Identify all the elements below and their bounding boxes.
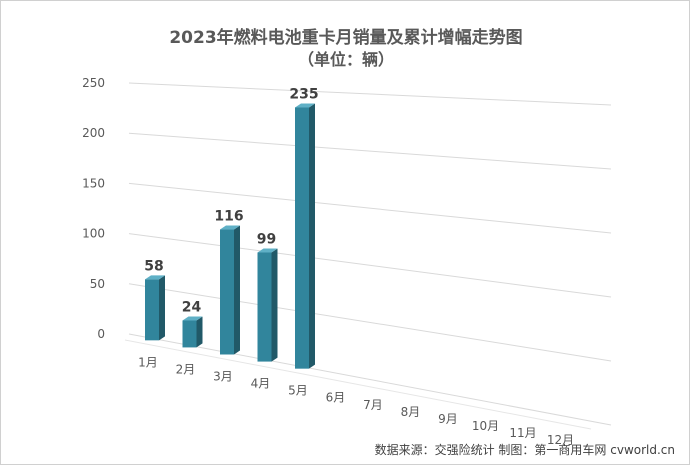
bar-5 <box>295 103 315 369</box>
gridline <box>128 283 612 362</box>
chart-title: 2023年燃料电池重卡月销量及累计增幅走势图 <box>169 28 523 48</box>
x-tick-label: 9月 <box>438 412 458 426</box>
x-tick-label: 12月 <box>547 433 574 447</box>
x-tick-label: 4月 <box>251 377 271 391</box>
bar-2 <box>182 316 203 348</box>
x-tick-label: 3月 <box>213 370 233 384</box>
y-tick-label: 150 <box>82 176 105 190</box>
gridline <box>128 82 612 106</box>
chart-subtitle: （单位：辆） <box>297 50 394 69</box>
gridline <box>128 132 612 170</box>
x-tick-label: 6月 <box>326 391 346 405</box>
y-tick-label: 200 <box>82 126 105 140</box>
gridline <box>128 233 612 298</box>
y-tick-label: 100 <box>82 227 105 241</box>
y-tick-label: 0 <box>97 327 105 341</box>
x-tick-label: 11月 <box>509 426 536 440</box>
data-label: 24 <box>182 299 202 315</box>
x-tick-label: 10月 <box>472 419 499 433</box>
bar-4 <box>257 248 278 362</box>
bar-1 <box>145 275 165 341</box>
x-tick-label: 5月 <box>288 384 308 398</box>
x-tick-label: 1月 <box>138 355 158 369</box>
data-label: 58 <box>144 258 163 274</box>
bar-3 <box>220 225 240 355</box>
x-tick-label: 2月 <box>176 362 196 376</box>
y-tick-label: 50 <box>90 277 105 291</box>
gridline <box>128 182 612 234</box>
y-tick-label: 250 <box>82 76 105 90</box>
x-tick-label: 8月 <box>401 405 421 419</box>
x-axis-line <box>124 339 592 430</box>
gridline <box>128 333 612 426</box>
data-label: 116 <box>214 209 243 225</box>
source-footer: 数据来源：交强险统计 制图：第一商用车网 cvworld.cn <box>374 443 675 457</box>
data-label: 235 <box>289 86 318 102</box>
x-tick-label: 7月 <box>363 398 383 412</box>
data-label: 99 <box>257 232 276 248</box>
